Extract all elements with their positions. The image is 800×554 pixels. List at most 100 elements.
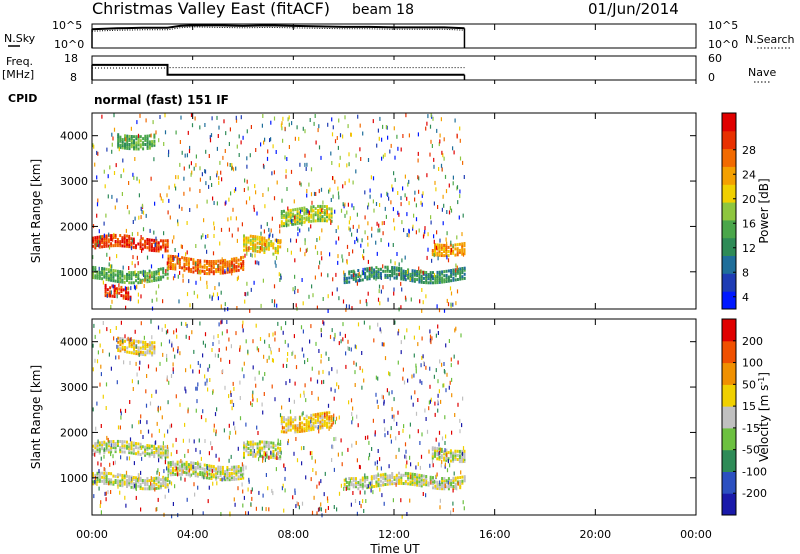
velocity-cell (443, 485, 446, 489)
velocity-cell (400, 473, 403, 477)
power-cell (440, 117, 442, 122)
power-cell (178, 299, 180, 304)
power-cell (265, 245, 268, 249)
velocity-cell (259, 452, 261, 457)
power-cell (133, 143, 135, 147)
velocity-cell (265, 442, 268, 446)
power-cell (350, 270, 353, 274)
power-cell (137, 141, 140, 145)
power-cell (432, 116, 434, 121)
velocity-cell (325, 508, 327, 513)
power-cell (117, 135, 120, 139)
power-cell (436, 272, 439, 276)
velocity-cell (197, 485, 199, 490)
velocity-cell (295, 437, 297, 441)
velocity-cell (277, 452, 279, 456)
velocity-cell (167, 329, 169, 334)
velocity-cell (256, 452, 259, 456)
power-cell (411, 277, 414, 281)
velocity-cell (425, 483, 428, 487)
power-cell (350, 276, 353, 280)
power-cell (404, 295, 407, 300)
power-cell (141, 272, 144, 276)
velocity-cell (194, 492, 196, 497)
velocity-cell (130, 441, 133, 445)
power-cell (175, 175, 177, 180)
velocity-cell (221, 470, 224, 473)
velocity-cell (110, 448, 113, 452)
velocity-cell (235, 473, 238, 477)
velocity-cell (388, 391, 390, 396)
velocity-cell (180, 459, 182, 463)
power-cell (103, 236, 106, 240)
velocity-cell (135, 476, 137, 480)
power-cell (436, 253, 439, 257)
velocity-cell (347, 339, 349, 344)
velocity-cell (280, 430, 283, 434)
velocity-cell (198, 369, 200, 374)
freq-ytick-top: 18 (64, 52, 78, 65)
power-cell (146, 146, 149, 150)
power-cell (235, 166, 237, 171)
power-cell (292, 287, 294, 292)
velocity-cell (454, 413, 456, 417)
velocity-cell (450, 479, 453, 482)
power-cell (113, 171, 116, 175)
ytick-label: 4000 (60, 130, 88, 143)
velocity-cell (445, 481, 448, 485)
power-cell (456, 249, 459, 253)
velocity-cell (109, 462, 111, 467)
velocity-cell (159, 455, 162, 459)
velocity-cell (150, 483, 153, 487)
velocity-cell (275, 467, 277, 472)
power-cell (185, 267, 188, 271)
velocity-cell (139, 346, 142, 350)
power-cell (321, 256, 323, 261)
velocity-cell (350, 347, 352, 352)
power-cell (142, 227, 145, 232)
velocity-cell (314, 425, 317, 429)
power-cell (280, 214, 283, 218)
power-cell (286, 223, 288, 228)
velocity-cell (327, 499, 329, 503)
power-cell (458, 242, 461, 246)
power-cell (105, 213, 107, 218)
velocity-cell (454, 476, 457, 480)
velocity-cell (138, 420, 140, 425)
velocity-cell (438, 455, 441, 459)
power-cell (146, 278, 149, 282)
velocity-cell (155, 476, 158, 480)
power-cell (164, 249, 167, 253)
velocity-cell (153, 478, 156, 482)
power-cell (123, 238, 126, 242)
velocity-cell (356, 414, 358, 419)
velocity-cell (328, 411, 331, 415)
velocity-cell (203, 463, 206, 467)
power-cell (463, 248, 466, 252)
velocity-cell (181, 468, 184, 472)
velocity-cell (437, 324, 439, 329)
power-cell (232, 167, 235, 172)
power-cell (316, 238, 318, 242)
power-cell (440, 254, 443, 257)
velocity-cell (380, 329, 382, 334)
velocity-cell (256, 346, 258, 351)
power-cell (283, 224, 285, 228)
power-cell (413, 271, 416, 275)
power-cell (94, 276, 97, 280)
velocity-cell (92, 482, 94, 486)
power-cell (462, 160, 464, 165)
power-cell (394, 261, 396, 266)
power-cell (92, 272, 94, 275)
power-cell (212, 251, 215, 256)
power-cell (362, 267, 364, 272)
power-cell (418, 266, 420, 271)
power-cell (130, 277, 133, 281)
velocity-cell (206, 472, 208, 477)
power-cell (456, 251, 459, 255)
velocity-cell (363, 378, 365, 383)
velocity-cell (150, 481, 152, 486)
velocity-cell (312, 413, 315, 417)
velocity-cell (329, 334, 332, 339)
power-cell (380, 289, 382, 294)
